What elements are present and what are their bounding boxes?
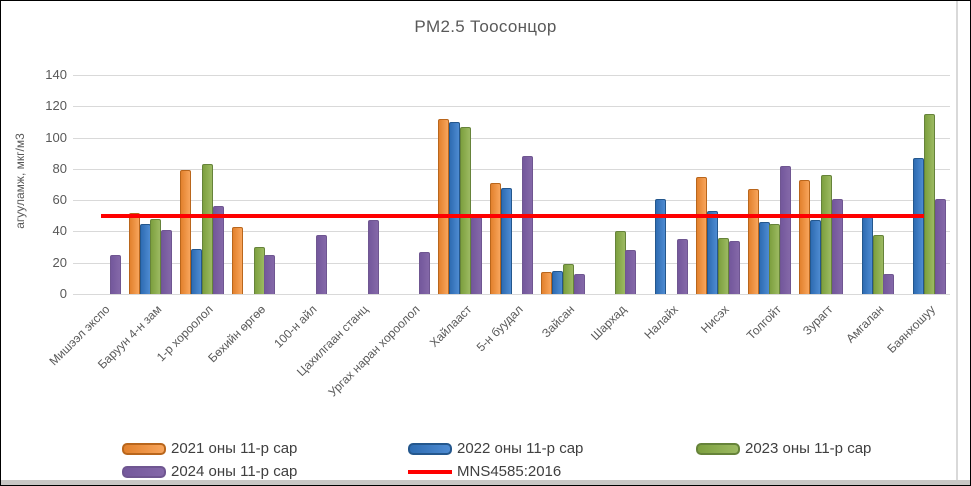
chart-right-border <box>956 1 958 480</box>
gridline <box>73 75 950 76</box>
bar[interactable] <box>438 119 449 294</box>
bar[interactable] <box>821 175 832 294</box>
legend-swatch-2 <box>408 443 452 455</box>
bar[interactable] <box>696 177 707 294</box>
legend-swatch-3 <box>696 443 740 455</box>
bar[interactable] <box>729 241 740 294</box>
y-axis-tick-label: 60 <box>52 192 67 207</box>
bar[interactable] <box>935 199 946 294</box>
bar[interactable] <box>264 255 275 294</box>
legend-label: 2022 оны 11-р сар <box>457 440 584 457</box>
chart-title: PM2.5 Тоосонцор <box>414 17 557 36</box>
y-axis-tick-label: 120 <box>45 98 67 113</box>
bar[interactable] <box>368 220 379 294</box>
bar[interactable] <box>832 199 843 294</box>
bar[interactable] <box>563 264 574 294</box>
bar[interactable] <box>707 211 718 294</box>
gridline <box>73 138 950 139</box>
gridline <box>73 169 950 170</box>
legend-swatch-4 <box>122 466 166 478</box>
legend-label: MNS4585:2016 <box>457 463 562 480</box>
bottom-edge-strip <box>1 480 970 485</box>
plot-area[interactable]: 0 20 40 60 80 100 120 140 Мишээл экспо Баруун 4-н… <box>1 1 970 431</box>
bar[interactable] <box>191 249 202 294</box>
bar[interactable] <box>718 238 729 294</box>
bar[interactable] <box>625 250 636 294</box>
gridline <box>73 106 950 107</box>
bar[interactable] <box>232 227 243 294</box>
bar[interactable] <box>213 206 224 294</box>
bar[interactable] <box>541 272 552 294</box>
bar[interactable] <box>780 166 791 294</box>
bar[interactable] <box>471 217 482 294</box>
gridline <box>73 294 950 295</box>
bar[interactable] <box>449 122 460 294</box>
bar[interactable] <box>460 127 471 294</box>
bar[interactable] <box>129 213 140 294</box>
bar[interactable] <box>490 183 501 294</box>
bar[interactable] <box>655 199 666 294</box>
bar[interactable] <box>522 156 533 294</box>
bar[interactable] <box>769 224 780 294</box>
bar[interactable] <box>419 252 430 294</box>
y-axis-tick-label: 140 <box>45 67 67 82</box>
y-axis-tick-label: 0 <box>59 286 67 301</box>
bar[interactable] <box>316 235 327 294</box>
legend-item[interactable]: 2024 оны 11-р сар <box>122 463 298 480</box>
bar[interactable] <box>552 271 563 294</box>
bar[interactable] <box>873 235 884 294</box>
legend-item[interactable]: 2023 оны 11-р сар <box>696 440 872 457</box>
y-axis-tick-label: 80 <box>52 161 67 176</box>
reference-line <box>101 214 924 218</box>
bar[interactable] <box>862 217 873 294</box>
bar[interactable] <box>202 164 213 294</box>
y-axis-tick-label: 40 <box>52 223 67 238</box>
legend-item[interactable]: MNS4585:2016 <box>408 463 562 480</box>
y-axis-tick-label: 100 <box>45 130 67 145</box>
bar[interactable] <box>913 158 924 294</box>
bar[interactable] <box>677 239 688 294</box>
bar[interactable] <box>574 274 585 294</box>
y-axis-tick-label: 20 <box>52 255 67 270</box>
legend-label: 2024 оны 11-р сар <box>171 463 298 480</box>
bar[interactable] <box>810 220 821 294</box>
legend-item[interactable]: 2021 оны 11-р сар <box>122 440 298 457</box>
bar[interactable] <box>748 189 759 294</box>
bar[interactable] <box>110 255 121 294</box>
legend-label: 2021 оны 11-р сар <box>171 440 298 457</box>
bar[interactable] <box>501 188 512 294</box>
legend-item[interactable]: 2022 оны 11-р сар <box>408 440 584 457</box>
legend-line-swatch <box>408 470 452 474</box>
bar[interactable] <box>883 274 894 294</box>
legend-swatch-1 <box>122 443 166 455</box>
bar[interactable] <box>924 114 935 294</box>
bar[interactable] <box>799 180 810 294</box>
bar[interactable] <box>150 219 161 294</box>
bar[interactable] <box>180 170 191 294</box>
bar[interactable] <box>161 230 172 294</box>
legend-label: 2023 оны 11-р сар <box>745 440 872 457</box>
